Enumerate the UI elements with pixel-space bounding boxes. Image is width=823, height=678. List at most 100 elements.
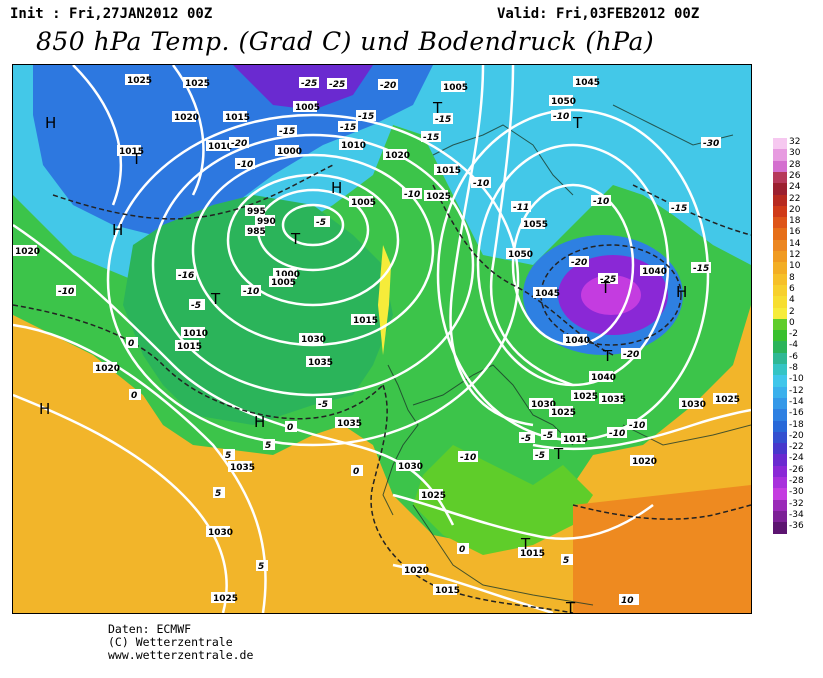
legend-swatch [773, 465, 787, 478]
svg-text:1015: 1015 [119, 147, 144, 157]
legend-label: -34 [789, 509, 804, 520]
temp-label: 0 [457, 543, 469, 555]
high-pressure-marker: H [112, 221, 123, 239]
credit-copyright: (C) Wetterzentrale [108, 635, 233, 649]
svg-text:-10: -10 [473, 179, 489, 189]
svg-text:0: 0 [131, 391, 137, 401]
pressure-label: 1025 [424, 190, 451, 202]
pressure-label: 1000 [273, 268, 300, 280]
high-pressure-marker: H [45, 114, 56, 132]
svg-text:1000: 1000 [277, 147, 302, 157]
pressure-label: 1035 [599, 393, 626, 405]
temp-label: 5 [263, 439, 275, 451]
svg-text:-25: -25 [600, 275, 616, 285]
svg-text:1025: 1025 [573, 392, 598, 402]
green-tongue [123, 195, 393, 425]
legend-label: 30 [789, 148, 801, 159]
legend-swatch [773, 499, 787, 512]
svg-text:995: 995 [247, 207, 266, 217]
credit-website[interactable]: www.wetterzentrale.de [108, 648, 254, 662]
svg-text:1015: 1015 [225, 113, 250, 123]
svg-text:1015: 1015 [520, 549, 545, 559]
svg-text:-5: -5 [543, 431, 553, 441]
legend-swatch [773, 273, 787, 286]
forecast-map[interactable]: 1025 1025 1020 1015 1015 1010 1005 1000 … [12, 64, 752, 614]
pressure-label: 1030 [529, 398, 556, 410]
svg-text:0: 0 [459, 545, 465, 555]
temp-label: -15 [421, 131, 441, 143]
low-pressure-marker: T [210, 290, 221, 308]
temp-label: -16 [176, 269, 196, 281]
temp-label: -10 [551, 110, 571, 122]
svg-text:-15: -15 [279, 127, 295, 137]
svg-text:-20: -20 [231, 139, 247, 149]
legend-label: 8 [789, 272, 795, 283]
legend-label: 12 [789, 250, 801, 260]
low-pressure-marker: T [565, 599, 576, 613]
temp-label: -20 [621, 348, 641, 360]
svg-text:1005: 1005 [271, 278, 296, 288]
legend-swatch [773, 352, 787, 365]
temp-label: -5 [533, 449, 549, 461]
low-pressure-marker: T [600, 279, 611, 297]
temp-label: -10 [458, 451, 478, 463]
svg-text:10: 10 [621, 596, 634, 606]
legend-swatch [773, 138, 787, 150]
svg-text:1000: 1000 [275, 270, 300, 280]
balkan-field [413, 445, 593, 555]
svg-text:-15: -15 [423, 133, 439, 143]
pressure-label: 1050 [506, 248, 533, 260]
svg-text:1010: 1010 [208, 142, 233, 152]
legend-swatch [773, 397, 787, 410]
pressure-label: 1025 [125, 74, 152, 86]
svg-text:-10: -10 [629, 421, 645, 431]
svg-text:-5: -5 [535, 451, 545, 461]
pressure-label: 1015 [223, 111, 250, 123]
legend-label: -26 [789, 464, 804, 475]
temp-label: -15 [338, 121, 358, 133]
temp-label: -5 [189, 299, 205, 311]
legend-label: -20 [789, 430, 804, 441]
temp-label: -20 [378, 79, 398, 91]
legend-swatch [773, 171, 787, 184]
valid-time: Valid: Fri,03FEB2012 00Z [497, 6, 700, 22]
legend-swatch [773, 262, 787, 275]
pressure-label: 1010 [206, 140, 233, 152]
svg-text:1040: 1040 [591, 373, 616, 383]
legend-swatch [773, 194, 787, 207]
pressure-label: 1025 [419, 489, 446, 501]
pressure-label: 1030 [206, 526, 233, 538]
svg-text:1015: 1015 [177, 342, 202, 352]
svg-text:1035: 1035 [601, 395, 626, 405]
pressure-label: 1020 [93, 362, 120, 374]
svg-text:1030: 1030 [681, 400, 706, 410]
svg-text:-10: -10 [243, 287, 259, 297]
svg-text:1045: 1045 [535, 289, 560, 299]
pressure-label: 1010 [181, 327, 208, 339]
svg-text:1025: 1025 [715, 395, 740, 405]
legend-swatch [773, 239, 787, 252]
svg-text:1005: 1005 [351, 198, 376, 208]
temp-label: -10 [591, 195, 611, 207]
pressure-label: 1035 [335, 417, 362, 429]
legend-label: -8 [789, 363, 798, 373]
isobars [13, 65, 751, 613]
legend-label: -24 [789, 453, 804, 464]
legend-swatch [773, 477, 787, 489]
svg-text:1025: 1025 [213, 594, 238, 604]
svg-text:1050: 1050 [551, 97, 576, 107]
temp-label: 0 [129, 389, 141, 401]
pressure-label: 1005 [269, 276, 296, 288]
svg-text:1045: 1045 [575, 78, 600, 88]
pressure-label-group: 1025 1025 1020 1015 1015 1010 1005 1000 … [13, 74, 740, 604]
temp-label: -15 [433, 113, 453, 125]
temp-label: -25 [299, 77, 319, 89]
legend-swatch [773, 330, 787, 342]
svg-text:1020: 1020 [632, 457, 657, 467]
pressure-label: 1030 [396, 460, 423, 472]
legend-swatch [773, 431, 787, 444]
svg-text:1010: 1010 [183, 329, 208, 339]
svg-text:1035: 1035 [308, 358, 333, 368]
legend-label: 24 [789, 182, 801, 193]
pressure-label: 1010 [339, 139, 366, 151]
